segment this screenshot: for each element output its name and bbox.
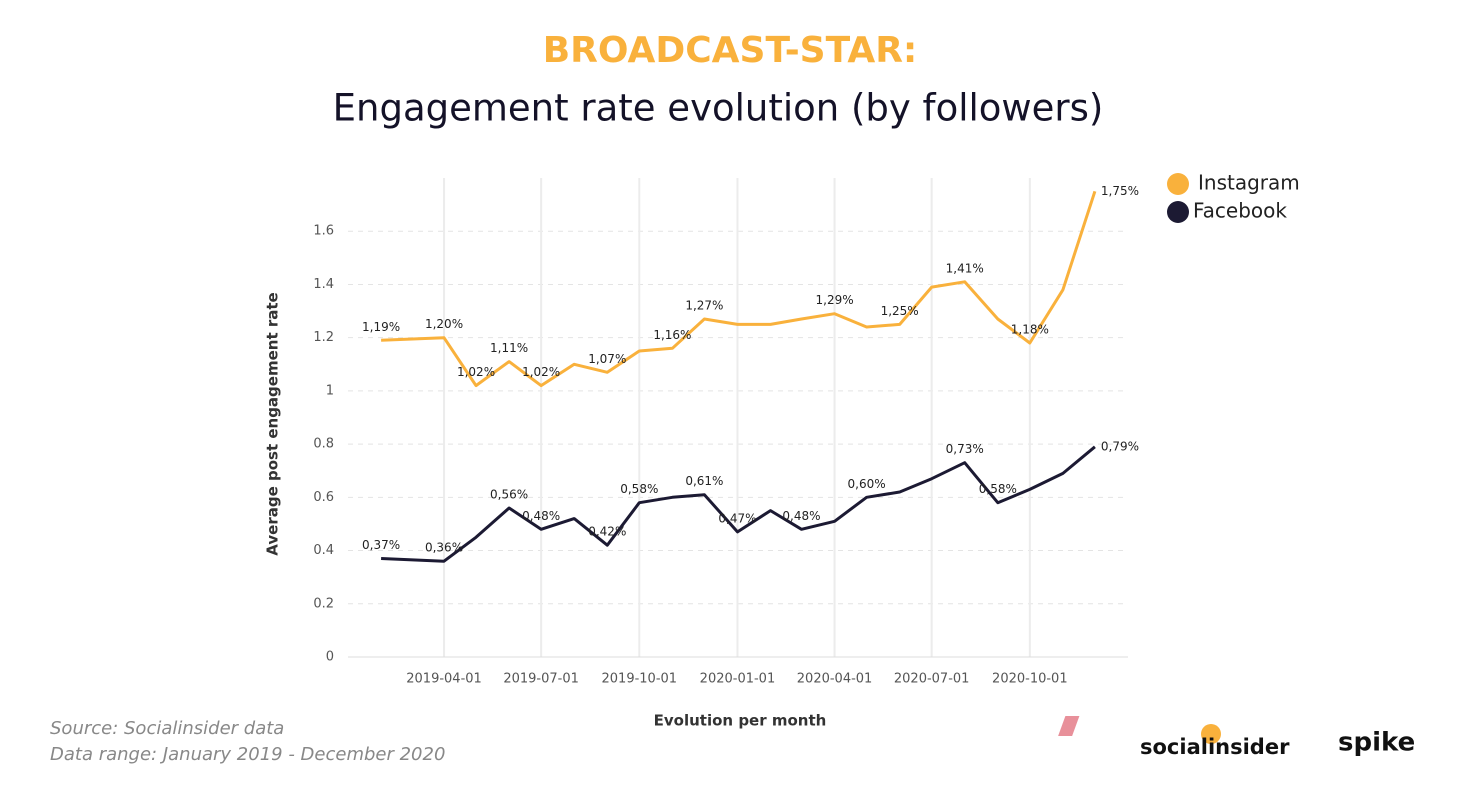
data-label: 1,27%	[685, 299, 723, 313]
x-tick-label: 2019-07-01	[503, 672, 579, 687]
data-label: 1,18%	[1011, 322, 1049, 336]
legend-swatch	[1167, 173, 1189, 195]
data-label: 0,73%	[946, 442, 984, 456]
x-tick-label: 2019-10-01	[602, 672, 678, 687]
y-tick-label: 1.2	[313, 330, 334, 345]
y-tick-label: 1	[326, 383, 334, 398]
data-label: 0,36%	[425, 541, 463, 555]
logo: spike	[1338, 728, 1415, 758]
data-label: 0,61%	[685, 474, 723, 488]
legend-label: Instagram	[1198, 171, 1300, 195]
logo: socialinsider	[1140, 735, 1290, 759]
x-tick-label: 2020-01-01	[700, 672, 776, 687]
source-note: Data range: January 2019 - December 2020	[50, 744, 445, 765]
data-label: 0,48%	[782, 509, 820, 523]
data-label: 1,75%	[1101, 184, 1139, 198]
source-note: Source: Socialinsider data	[50, 718, 284, 739]
x-tick-label: 2020-07-01	[894, 672, 970, 687]
y-axis-label: Average post engagement rate	[264, 292, 282, 555]
y-tick-label: 0.2	[313, 596, 334, 611]
data-label: 0,58%	[979, 482, 1017, 496]
legend-label: Facebook	[1193, 199, 1287, 223]
data-label: 0,60%	[848, 477, 886, 491]
data-label: 0,58%	[620, 482, 658, 496]
series-line	[381, 190, 1097, 388]
y-tick-label: 0.6	[313, 490, 334, 505]
data-label: 0,48%	[522, 509, 560, 523]
y-tick-label: 1.4	[313, 277, 334, 292]
y-tick-label: 0	[326, 650, 334, 665]
x-tick-label: 2019-04-01	[406, 672, 482, 687]
data-label: 0,37%	[362, 538, 400, 552]
data-label: 0,42%	[588, 525, 626, 539]
data-label: 1,20%	[425, 317, 463, 331]
data-label: 1,41%	[946, 261, 984, 275]
y-tick-label: 0.4	[313, 543, 334, 558]
chart-title: BROADCAST-STAR:	[543, 30, 918, 71]
data-label: 1,25%	[881, 304, 919, 318]
data-label: 1,11%	[490, 341, 528, 355]
series-line	[381, 445, 1096, 563]
chart-subtitle: Engagement rate evolution (by followers)	[333, 87, 1104, 130]
data-label: 1,02%	[522, 365, 560, 379]
logo-icon	[1058, 716, 1080, 736]
legend-swatch	[1167, 201, 1189, 223]
data-label: 1,02%	[457, 365, 495, 379]
data-label: 1,29%	[816, 293, 854, 307]
data-label: 1,07%	[588, 352, 626, 366]
x-axis-label: Evolution per month	[654, 712, 827, 730]
y-tick-label: 1.6	[313, 224, 334, 239]
data-label: 0,47%	[718, 511, 756, 525]
x-tick-label: 2020-04-01	[797, 672, 873, 687]
x-tick-label: 2020-10-01	[992, 672, 1068, 687]
data-label: 0,79%	[1101, 439, 1139, 453]
y-tick-label: 0.8	[313, 437, 334, 452]
logo-icon	[1201, 724, 1221, 744]
data-label: 1,16%	[653, 328, 691, 342]
data-label: 1,19%	[362, 320, 400, 334]
data-label: 0,56%	[490, 487, 528, 501]
